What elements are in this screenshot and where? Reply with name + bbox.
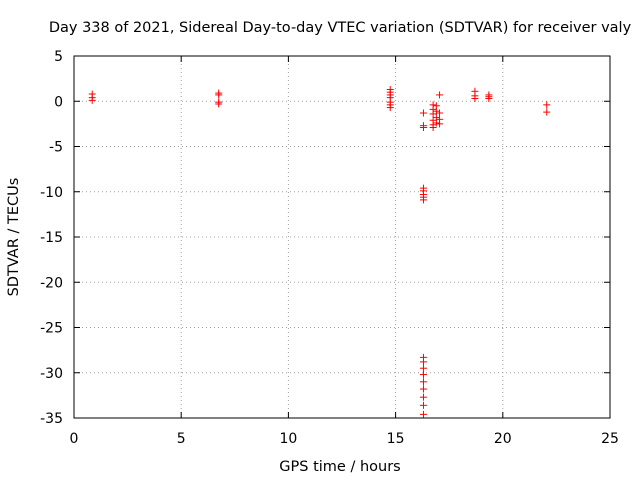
data-point [419, 196, 427, 204]
data-point [432, 119, 440, 127]
data-point [419, 123, 427, 131]
data-point [419, 393, 427, 401]
y-tick-label: 5 [54, 49, 63, 65]
y-tick-label: -10 [40, 185, 63, 201]
data-point [215, 100, 223, 108]
data-point [436, 91, 444, 99]
data-point [436, 120, 444, 128]
grid-lines [74, 56, 610, 418]
chart-title: Day 338 of 2021, Sidereal Day-to-day VTE… [49, 20, 632, 36]
data-point [419, 410, 427, 418]
x-tick-label: 0 [70, 431, 79, 447]
data-point [419, 371, 427, 379]
data-point [419, 385, 427, 393]
data-point [471, 95, 479, 103]
y-tick-label: -25 [40, 321, 63, 337]
y-tick-label: -35 [40, 411, 63, 427]
x-axis-label: GPS time / hours [279, 459, 400, 475]
data-points [88, 85, 551, 418]
axis-ticks: 0 5 10 15 20 25 5 0 -5 -10 -15 -20 -25 -30 -35 [40, 49, 619, 447]
plot-frame [73, 55, 611, 419]
data-point [543, 108, 551, 116]
data-point [543, 101, 551, 109]
data-point [436, 109, 444, 117]
data-point [485, 95, 493, 103]
x-tick-label: 25 [601, 431, 619, 447]
y-tick-label: -30 [40, 366, 63, 382]
y-tick-label: -15 [40, 230, 63, 246]
data-point [215, 91, 223, 99]
data-point [419, 358, 427, 366]
data-point [432, 107, 440, 115]
y-tick-label: -5 [49, 140, 63, 156]
data-point [419, 364, 427, 372]
y-tick-label: 0 [54, 94, 63, 110]
data-point [419, 109, 427, 117]
x-tick-label: 20 [494, 431, 512, 447]
data-point [419, 401, 427, 409]
data-point [429, 123, 437, 131]
x-tick-label: 10 [279, 431, 297, 447]
data-point [419, 378, 427, 386]
x-tick-label: 5 [177, 431, 186, 447]
data-point [386, 104, 394, 112]
x-tick-label: 15 [387, 431, 405, 447]
data-point [88, 96, 96, 104]
y-tick-label: -20 [40, 275, 63, 291]
y-axis-label: SDTVAR / TECUs [6, 178, 22, 297]
